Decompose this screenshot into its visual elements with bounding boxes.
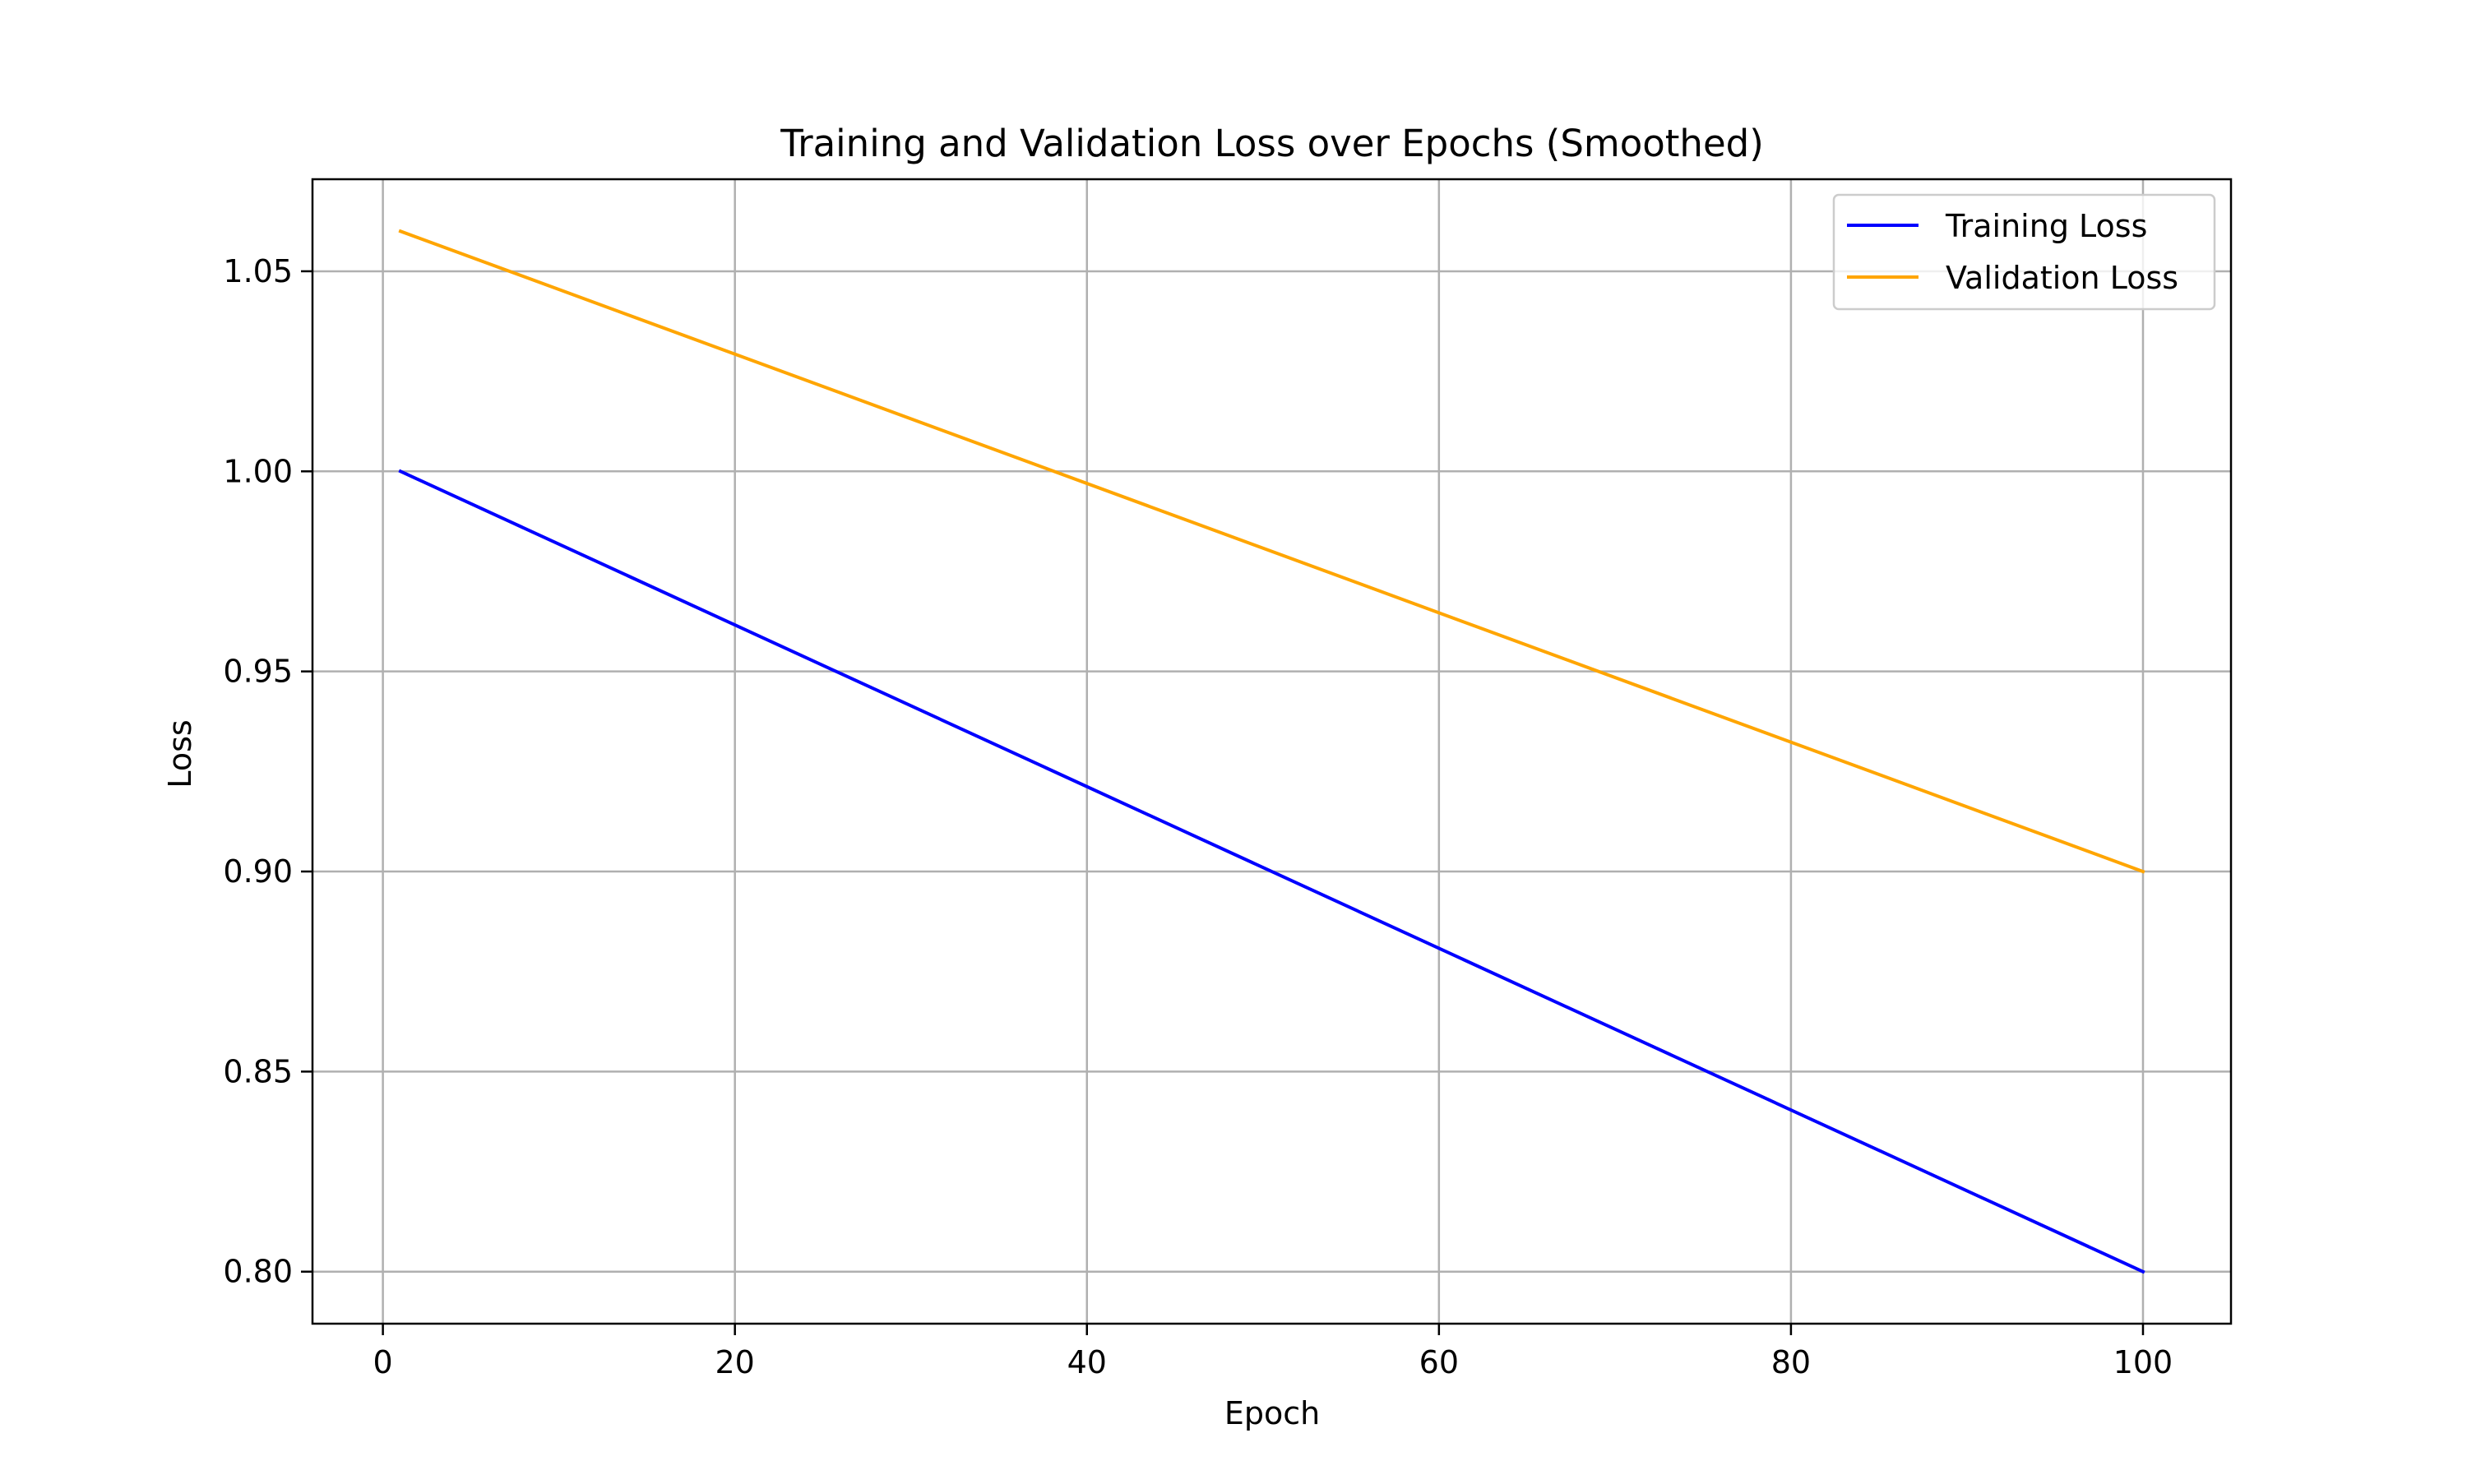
- series-line-validation-loss: [398, 229, 2145, 874]
- plot-frame: [311, 178, 2233, 1325]
- series-line-training-loss: [398, 469, 2145, 1274]
- legend-box: [1832, 193, 2216, 311]
- y-tick-label: 0.85: [223, 1053, 293, 1089]
- y-axis-label: Loss: [162, 719, 198, 788]
- x-tick-label: 80: [1771, 1344, 1811, 1380]
- x-tick-label: 60: [1419, 1344, 1459, 1380]
- y-tick-label: 1.00: [223, 453, 293, 489]
- legend-label-training: Training Loss: [1945, 208, 2147, 244]
- x-tick-label: 100: [2113, 1344, 2173, 1380]
- series-layer: [398, 229, 2145, 1274]
- y-axis-ticks: 0.80 0.85 0.90 0.95 1.00 1.05: [223, 253, 312, 1290]
- y-tick-label: 0.80: [223, 1254, 293, 1290]
- x-axis-ticks: 0 20 40 60 80 100: [373, 1324, 2173, 1380]
- x-tick-label: 40: [1067, 1344, 1107, 1380]
- x-tick-label: 0: [373, 1344, 393, 1380]
- x-axis-label: Epoch: [1224, 1395, 1320, 1431]
- legend-label-validation: Validation Loss: [1946, 260, 2178, 296]
- y-tick-label: 1.05: [223, 253, 293, 289]
- chart-title: Training and Validation Loss over Epochs…: [780, 122, 1764, 165]
- grid-lines: [312, 179, 2231, 1324]
- y-tick-label: 0.95: [223, 654, 293, 690]
- y-tick-label: 0.90: [223, 853, 293, 890]
- x-tick-label: 20: [715, 1344, 755, 1380]
- legend: Training Loss Validation Loss: [1832, 193, 2216, 311]
